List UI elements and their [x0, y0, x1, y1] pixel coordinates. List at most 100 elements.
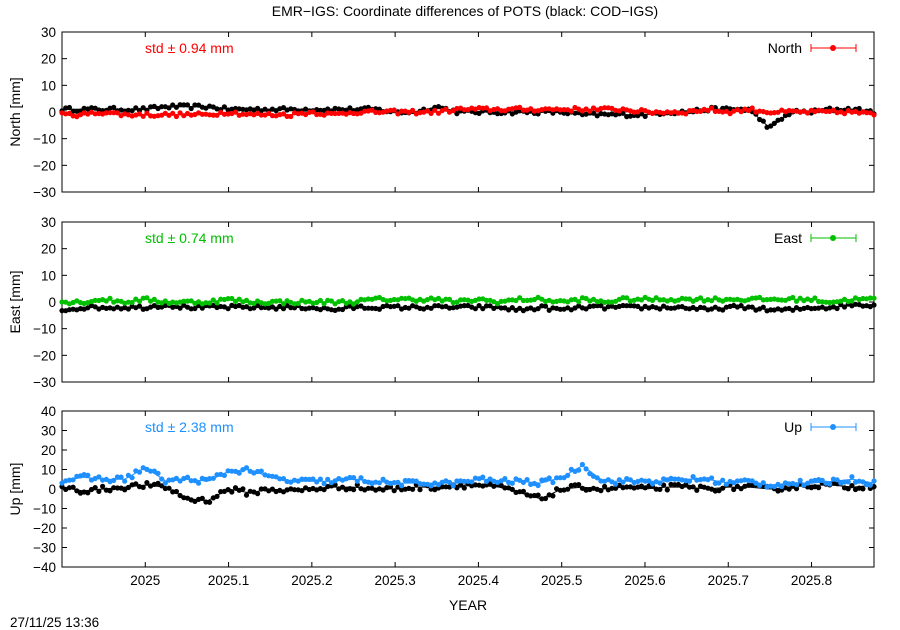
east-data-point — [598, 303, 604, 309]
north-data-point — [620, 110, 626, 116]
north-data-point — [856, 105, 862, 112]
up-data-point — [579, 461, 586, 468]
north-data-point — [395, 111, 401, 117]
panels-group: 30 20 10 0 −10 −20 −30 North [mm] std ± 0.94 mm N… — [7, 25, 877, 588]
east-data-point — [572, 296, 578, 302]
up-data-point — [391, 488, 397, 494]
north-data-point — [343, 107, 349, 113]
east-data-point — [790, 307, 796, 313]
east-data-point — [594, 303, 600, 309]
up-data-point — [177, 478, 183, 484]
up-data-point — [321, 487, 327, 493]
up-data-point — [502, 476, 508, 482]
east-y-axis-label: East [mm] — [7, 270, 23, 333]
east-data-point — [376, 306, 382, 312]
up-data-point — [498, 482, 504, 488]
north-data-point — [727, 111, 733, 117]
east-ytick-label: 10 — [41, 268, 56, 283]
up-data-point — [624, 484, 630, 490]
east-data-point — [395, 303, 401, 309]
up-data-point — [620, 479, 626, 485]
east-data-point — [225, 296, 231, 302]
north-data-point — [705, 107, 711, 113]
east-data-point — [620, 295, 626, 301]
up-data-point — [70, 477, 76, 483]
up-data-point — [133, 481, 139, 487]
up-data-point — [524, 477, 530, 483]
east-data-point — [764, 297, 770, 303]
east-data-point — [649, 297, 656, 303]
up-data-point — [731, 486, 737, 493]
east-data-point — [432, 303, 438, 309]
up-data-point — [85, 472, 91, 478]
east-data-point — [472, 306, 478, 312]
up-data-point — [845, 479, 851, 485]
up-data-point — [155, 470, 161, 476]
up-data-point — [421, 481, 427, 487]
north-data-point — [642, 113, 648, 119]
north-data-point — [517, 104, 523, 110]
north-data-point — [284, 113, 290, 119]
up-data-point — [291, 487, 298, 493]
north-data-point — [184, 102, 191, 108]
up-data-point — [435, 482, 442, 488]
up-data-point — [520, 479, 527, 485]
north-data-point — [66, 104, 72, 111]
up-std-label: std ± 2.38 mm — [145, 419, 234, 435]
north-data-point — [805, 110, 811, 116]
up-data-point — [613, 485, 619, 491]
timestamp-label: 27/11/25 13:36 — [10, 615, 99, 630]
up-data-point — [587, 471, 593, 477]
north-data-point — [188, 105, 194, 112]
east-data-point — [280, 301, 287, 307]
east-data-point — [199, 305, 205, 311]
up-data-point — [613, 481, 619, 487]
up-legend-marker — [830, 424, 836, 430]
up-data-point — [173, 475, 179, 481]
east-data-point — [125, 299, 131, 305]
up-data-point — [871, 478, 877, 484]
north-data-point — [454, 111, 460, 117]
up-data-point — [166, 485, 172, 491]
east-data-point — [207, 300, 213, 306]
up-data-point — [365, 485, 371, 491]
east-data-point — [635, 303, 641, 309]
up-data-point — [358, 475, 364, 481]
up-data-point — [609, 485, 615, 491]
up-data-point — [96, 474, 102, 480]
up-data-point — [159, 483, 165, 489]
north-data-point — [723, 108, 730, 114]
up-data-point — [554, 475, 560, 481]
east-data-point — [509, 305, 515, 311]
north-data-point — [694, 108, 700, 115]
up-data-point — [502, 485, 508, 491]
north-data-point — [136, 111, 143, 117]
up-data-point — [450, 483, 456, 489]
east-data-point — [365, 305, 371, 311]
east-data-point — [406, 305, 412, 311]
north-data-point — [170, 110, 176, 116]
up-data-point — [173, 488, 179, 495]
up-data-point — [114, 474, 120, 480]
up-data-point — [155, 480, 161, 486]
up-data-point — [192, 478, 198, 484]
up-data-point — [686, 478, 693, 484]
north-data-point — [786, 112, 792, 118]
up-data-point — [469, 479, 475, 485]
up-data-point — [225, 487, 231, 493]
east-data-point — [92, 297, 98, 303]
east-data-point — [513, 297, 519, 304]
up-data-point — [550, 493, 556, 499]
east-data-point — [59, 308, 65, 314]
north-data-point — [66, 110, 72, 116]
north-data-point — [144, 110, 150, 116]
north-data-point — [214, 112, 220, 118]
up-ytick-label: −40 — [33, 560, 56, 575]
up-data-point — [535, 492, 541, 498]
xtick-label: 2025.4 — [458, 573, 500, 588]
up-data-point — [144, 480, 150, 486]
up-ytick-label: 40 — [41, 404, 56, 419]
north-data-point — [443, 106, 449, 112]
up-data-point — [391, 480, 397, 486]
north-ytick-label: −10 — [33, 132, 56, 147]
